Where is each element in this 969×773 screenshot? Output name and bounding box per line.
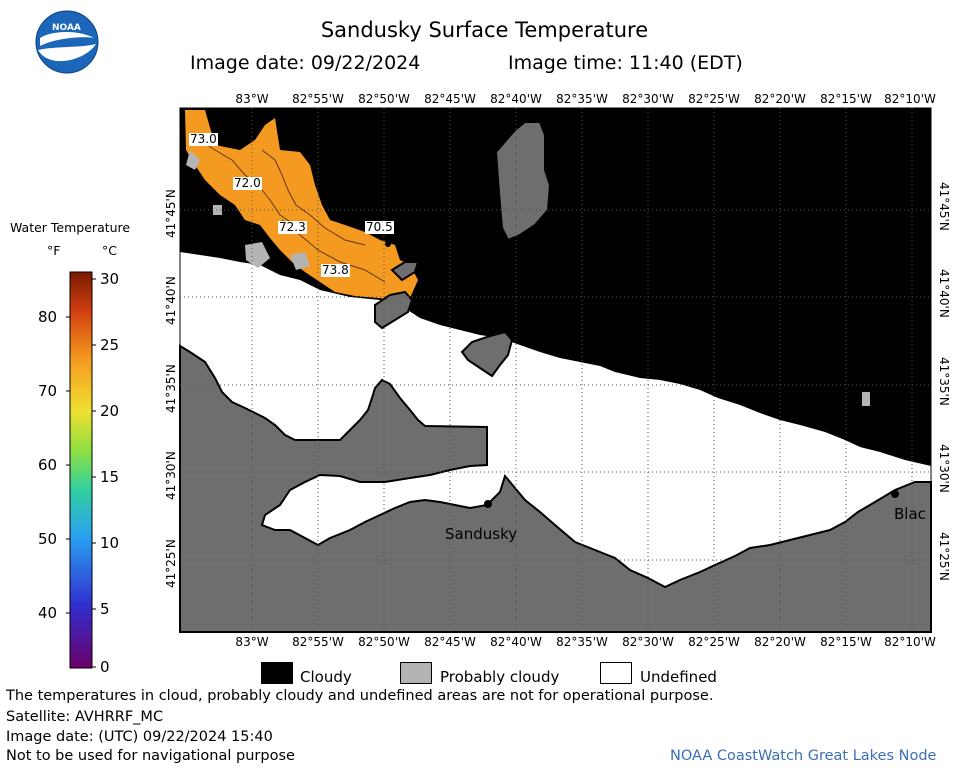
colorbar-c-label: 0 <box>100 658 110 676</box>
colorbar-c-label: 5 <box>100 600 110 618</box>
lon-label-bottom: 82°10'W <box>884 635 936 649</box>
image-date: Image date: 09/22/2024 <box>190 52 421 74</box>
black-marker <box>891 490 899 498</box>
lon-label-top: 82°15'W <box>820 92 872 106</box>
colorbar-c-label: 10 <box>100 534 120 552</box>
navigation-note: Not to be used for navigational purpose <box>6 748 295 764</box>
lat-label-left: 41°35'N <box>164 364 178 413</box>
city-label-sandusky: Sandusky <box>445 525 518 543</box>
colorbar-f-label: 70 <box>38 382 58 400</box>
key-swatch-probably-cloudy <box>400 662 432 684</box>
lat-label-left: 41°40'N <box>164 276 178 325</box>
city-label-black: Blac <box>894 505 926 523</box>
lon-label-top: 82°55'W <box>292 92 344 106</box>
lon-label-bottom: 82°35'W <box>556 635 608 649</box>
colorbar-f-label: 80 <box>38 308 58 326</box>
page-title: Sandusky Surface Temperature <box>320 18 649 42</box>
lon-label-bottom: 82°20'W <box>754 635 806 649</box>
lat-label-right: 41°40'N <box>937 269 951 318</box>
contour-label: 70.5 <box>365 220 394 234</box>
unit-fahrenheit: °F <box>47 243 61 258</box>
colorbar-c-label: 30 <box>100 270 120 288</box>
cloudy-region <box>180 108 931 466</box>
colorbar-c-label: 15 <box>100 468 120 486</box>
colorbar-c-label: 20 <box>100 402 120 420</box>
sandusky-marker <box>484 500 492 508</box>
credit-text: NOAA CoastWatch Great Lakes Node <box>670 748 937 764</box>
noaa-logo-text: NOAA <box>52 23 81 33</box>
lat-label-left: 41°30'N <box>164 451 178 500</box>
contour-label: 72.0 <box>233 176 262 190</box>
contour-label: 73.0 <box>189 132 218 146</box>
satellite-note: Satellite: AVHRRF_MC <box>6 709 164 725</box>
contour-label: 73.8 <box>321 263 350 277</box>
lon-label-top: 82°40'W <box>490 92 542 106</box>
lon-label-bottom: 82°45'W <box>424 635 476 649</box>
utc-date-note: Image date: (UTC) 09/22/2024 15:40 <box>6 729 273 745</box>
graticule <box>180 108 931 632</box>
probably-cloudy-patch <box>186 150 200 170</box>
lat-label-right: 41°45'N <box>937 182 951 231</box>
probably-cloudy-patch <box>862 392 870 406</box>
lon-label-top: 82°10'W <box>884 92 936 106</box>
probably-cloudy-patch <box>213 205 222 215</box>
unit-celsius: °C <box>102 243 117 258</box>
lon-label-top: 82°45'W <box>424 92 476 106</box>
island <box>460 330 514 378</box>
point-marker <box>393 235 399 241</box>
lon-label-bottom: 82°30'W <box>622 635 674 649</box>
lon-label-bottom: 82°25'W <box>688 635 740 649</box>
probably-cloudy-patch <box>245 242 270 268</box>
lon-label-bottom: 82°50'W <box>358 635 410 649</box>
point-marker <box>385 241 391 247</box>
lat-label-left: 41°25'N <box>164 539 178 588</box>
probably-cloudy-patch <box>290 252 310 270</box>
lon-label-top: 82°30'W <box>622 92 674 106</box>
lat-label-left: 41°45'N <box>164 189 178 238</box>
island <box>390 261 420 282</box>
key-label-cloudy: Cloudy <box>300 668 352 686</box>
disclaimer-note: The temperatures in cloud, probably clou… <box>6 688 714 704</box>
colorbar-c-label: 25 <box>100 336 120 354</box>
colorbar-f-label: 50 <box>38 530 58 548</box>
legend-title: Water Temperature <box>10 220 131 235</box>
lon-label-top: 83°W <box>235 92 269 106</box>
key-label-probably-cloudy: Probably cloudy <box>440 668 560 686</box>
lon-label-top: 82°50'W <box>358 92 410 106</box>
lon-label-bottom: 82°55'W <box>292 635 344 649</box>
lon-label-top: 82°20'W <box>754 92 806 106</box>
lon-label-bottom: 83°W <box>235 635 269 649</box>
lat-label-right: 41°35'N <box>937 357 951 406</box>
lon-label-top: 82°35'W <box>556 92 608 106</box>
lon-label-bottom: 82°15'W <box>820 635 872 649</box>
warm-water-region <box>185 110 418 300</box>
lat-label-right: 41°30'N <box>937 444 951 493</box>
contour-label: 72.3 <box>278 220 307 234</box>
noaa-logo <box>35 10 99 74</box>
lat-label-right: 41°25'N <box>937 532 951 581</box>
image-time: Image time: 11:40 (EDT) <box>508 52 743 74</box>
key-label-undefined: Undefined <box>640 668 717 686</box>
lon-label-bottom: 82°40'W <box>490 635 542 649</box>
colorbar-ticks <box>66 278 96 668</box>
key-swatch-cloudy <box>261 662 293 684</box>
colorbar-f-label: 40 <box>38 604 58 622</box>
colorbar-f-label: 60 <box>38 456 58 474</box>
lon-label-top: 82°25'W <box>688 92 740 106</box>
key-swatch-undefined <box>600 662 632 684</box>
colorbar <box>69 271 93 669</box>
